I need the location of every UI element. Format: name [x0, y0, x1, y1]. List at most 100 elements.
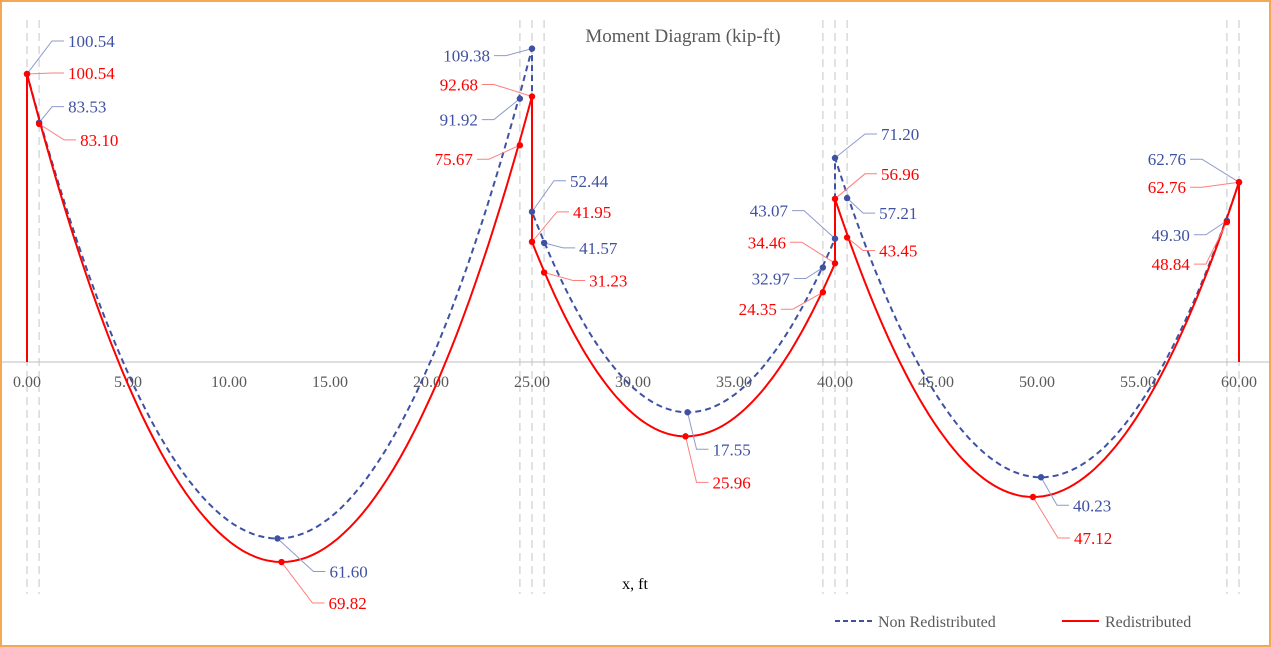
- data-label-leader: [687, 412, 709, 450]
- data-label: 17.55: [713, 440, 751, 459]
- data-point-marker: [278, 558, 285, 566]
- data-label: 69.82: [329, 594, 367, 613]
- data-label: 47.12: [1074, 529, 1112, 548]
- data-label-leader: [38, 106, 65, 124]
- data-label: 43.45: [879, 242, 917, 261]
- data-point-marker: [35, 120, 43, 128]
- x-tick-label: 35.00: [716, 374, 752, 391]
- data-label-leader: [1040, 477, 1070, 506]
- data-point-marker: [528, 208, 536, 215]
- data-point-marker: [528, 93, 536, 100]
- data-label-leader: [476, 144, 521, 160]
- data-point-marker: [274, 535, 281, 542]
- data-label: 92.68: [440, 75, 478, 94]
- data-label: 83.53: [68, 98, 106, 117]
- x-tick-labels: 0.00 5.00 10.00 15.00 20.00 25.00 30.00 35.00 40…: [13, 374, 1257, 391]
- data-point-marker: [1029, 493, 1037, 501]
- data-label-leader: [1193, 221, 1228, 265]
- data-point-marker: [682, 433, 689, 440]
- data-label: 57.21: [879, 204, 917, 223]
- data-label-leader: [792, 210, 836, 239]
- data-point-marker: [831, 235, 839, 242]
- data-label: 56.96: [881, 165, 919, 184]
- data-label: 32.97: [752, 270, 791, 289]
- data-label: 75.67: [435, 150, 474, 169]
- data-label: 62.76: [1148, 150, 1186, 169]
- data-label-leader: [281, 561, 325, 604]
- legend-label-non-redistributed: Non Redistributed: [878, 614, 996, 631]
- data-label: 100.54: [68, 32, 115, 51]
- data-point-marker: [540, 269, 548, 276]
- data-point-marker: [831, 154, 839, 162]
- x-tick-label: 50.00: [1019, 374, 1055, 391]
- data-label: 62.76: [1148, 178, 1186, 197]
- data-point-marker: [516, 95, 524, 102]
- data-label: 41.57: [579, 239, 618, 258]
- data-point-marker: [528, 45, 536, 52]
- data-point-marker: [528, 238, 536, 246]
- data-point-marker: [843, 194, 851, 202]
- data-label-leader: [846, 237, 876, 252]
- x-tick-label: 10.00: [211, 374, 247, 391]
- data-label: 48.84: [1152, 255, 1191, 274]
- data-label-leader: [531, 211, 569, 243]
- x-tick-label: 25.00: [514, 374, 550, 391]
- data-point-marker: [516, 142, 524, 149]
- legend-label-redistributed: Redistributed: [1105, 614, 1191, 631]
- data-label: 100.54: [68, 64, 115, 83]
- data-label: 41.95: [573, 203, 611, 222]
- x-tick-label: 60.00: [1221, 374, 1257, 391]
- data-label: 83.10: [80, 131, 118, 150]
- x-tick-label: 40.00: [817, 374, 853, 391]
- data-label-leader: [846, 197, 876, 214]
- data-label-leader: [26, 40, 64, 75]
- series-line-redistributed: [26, 73, 1240, 564]
- series-lines: [26, 48, 1240, 564]
- data-point-marker: [1037, 474, 1045, 481]
- data-point-marker: [819, 264, 827, 271]
- x-axis-label: x, ft: [622, 576, 648, 593]
- data-point-marker: [540, 239, 548, 247]
- data-label: 109.38: [443, 47, 490, 66]
- data-point-marker: [23, 70, 31, 78]
- data-label-leader: [1193, 220, 1228, 236]
- data-label: 34.46: [748, 233, 786, 252]
- data-point-marker: [819, 289, 827, 296]
- data-label: 25.96: [713, 473, 751, 492]
- data-label: 71.20: [881, 125, 919, 144]
- data-label: 31.23: [589, 272, 627, 291]
- data-point-marker: [1223, 218, 1231, 226]
- data-label-leader: [1190, 181, 1240, 188]
- x-tick-label: 15.00: [312, 374, 348, 391]
- x-tick-label: 55.00: [1120, 374, 1156, 391]
- data-label-leader: [277, 538, 326, 572]
- data-points: 100.54 83.53 61.60 91.92 109.38 52.44 41.57 17.…: [23, 32, 1243, 613]
- data-label: 24.35: [739, 300, 777, 319]
- data-label: 40.23: [1073, 496, 1111, 515]
- chart-title: Moment Diagram (kip-ft): [585, 26, 780, 47]
- data-label-leader: [494, 48, 533, 57]
- legend: Non Redistributed Redistributed: [835, 614, 1191, 631]
- data-point-marker: [684, 409, 691, 416]
- data-label-leader: [482, 83, 533, 97]
- data-label-leader: [1032, 496, 1070, 539]
- data-label-leader: [790, 241, 836, 264]
- data-label: 43.07: [750, 202, 789, 221]
- data-label-leader: [834, 173, 877, 200]
- data-label-leader: [543, 272, 586, 282]
- data-point-marker: [843, 234, 851, 241]
- data-label: 91.92: [440, 111, 478, 130]
- data-label-leader: [1190, 158, 1240, 183]
- data-label: 52.44: [570, 172, 609, 191]
- data-point-marker: [831, 260, 839, 267]
- reference-lines: [26, 20, 1240, 594]
- data-label-leader: [685, 436, 709, 483]
- x-tick-label: 30.00: [615, 374, 651, 391]
- data-label-leader: [543, 242, 576, 249]
- data-label: 49.30: [1152, 226, 1190, 245]
- series-line-non-redistributed: [26, 48, 1240, 540]
- data-label: 61.60: [329, 562, 367, 581]
- data-label-leader: [481, 98, 521, 121]
